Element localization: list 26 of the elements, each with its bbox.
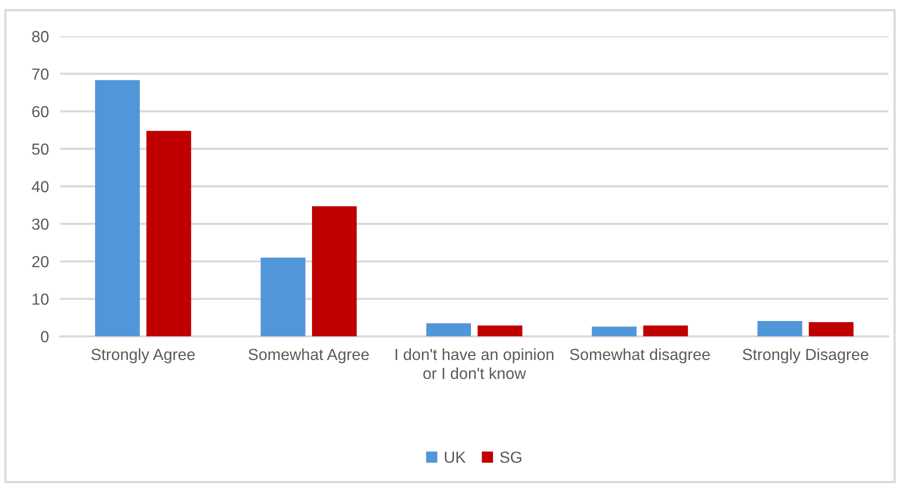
y-tick-label: 60 (32, 106, 49, 118)
y-tick-label: 0 (40, 331, 49, 342)
x-tick-label: Somewhat disagree (570, 348, 710, 364)
bar (592, 326, 637, 336)
y-tick-label: 50 (32, 143, 49, 155)
bar (808, 322, 854, 336)
y-tick-label: 70 (32, 68, 49, 80)
bar (260, 258, 306, 336)
x-tick-label: Strongly Agree (91, 348, 195, 364)
bar (757, 321, 802, 336)
bar (643, 326, 688, 336)
bar (146, 130, 192, 336)
bar (312, 206, 357, 336)
bar (426, 323, 471, 336)
y-tick-label: 30 (32, 218, 49, 230)
bar (95, 80, 140, 336)
y-tick-label: 10 (32, 294, 49, 305)
bar (478, 326, 522, 336)
legend-label: SG (500, 452, 522, 463)
x-tick-label: I don't have an opinion or I don't know (396, 348, 554, 380)
x-tick-label: Strongly Disagree (742, 348, 868, 364)
legend-label: UK (444, 452, 466, 463)
y-tick-label: 40 (32, 180, 49, 192)
x-tick-label: Somewhat Agree (248, 348, 369, 364)
y-tick-label: 80 (32, 30, 49, 42)
y-tick-label: 20 (32, 256, 49, 268)
